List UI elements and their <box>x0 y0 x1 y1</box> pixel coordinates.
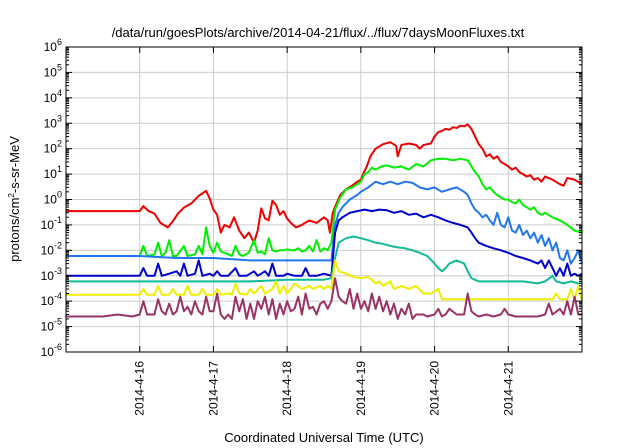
series-line-2 <box>66 157 583 257</box>
y-axis-label: protons/cm2-s-sr-MeV <box>7 136 22 262</box>
series-line-5 <box>66 235 582 285</box>
series-line-4 <box>66 208 583 277</box>
y-tick-label: 102 <box>44 139 62 156</box>
series-line-3 <box>66 180 583 265</box>
series-line-7 <box>66 277 582 320</box>
y-tick-label: 10-1 <box>41 215 62 232</box>
series-layer <box>66 123 583 320</box>
y-tick-label: 104 <box>44 88 62 105</box>
y-tick-label: 10-5 <box>41 317 62 334</box>
series-line-1 <box>66 123 583 244</box>
x-tick-label: 2014-4-20 <box>428 361 442 416</box>
x-tick-label: 2014-4-21 <box>501 361 515 416</box>
y-tick-label: 10-3 <box>41 266 62 283</box>
series-line-6 <box>66 259 583 302</box>
x-tick-labels: 2014-4-16 2014-4-17 2014-4-18 2014-4-19 2014… <box>133 361 516 416</box>
y-tick-label: 105 <box>44 62 62 79</box>
y-tick-label: 10-6 <box>41 342 62 359</box>
chart-title: /data/run/goesPlots/archive/2014-04-21/f… <box>112 25 525 40</box>
x-tick-label: 2014-4-16 <box>133 361 147 416</box>
y-tick-label: 106 <box>44 37 62 54</box>
y-tick-label: 10-4 <box>41 291 62 308</box>
y-tick-label: 101 <box>44 164 62 181</box>
y-tick-label: 100 <box>44 190 62 207</box>
y-tick-label: 103 <box>44 113 62 130</box>
x-tick-label: 2014-4-17 <box>206 361 220 416</box>
axis-ticks <box>66 46 582 353</box>
x-tick-label: 2014-4-18 <box>280 361 294 416</box>
x-axis-label: Coordinated Universal Time (UTC) <box>224 430 423 445</box>
y-tick-label: 10-2 <box>41 240 62 257</box>
y-tick-labels: 10-6 10-5 10-4 10-3 10-2 10-1 100 101 102 103 104 1… <box>41 37 62 359</box>
x-tick-label: 2014-4-19 <box>354 361 368 416</box>
